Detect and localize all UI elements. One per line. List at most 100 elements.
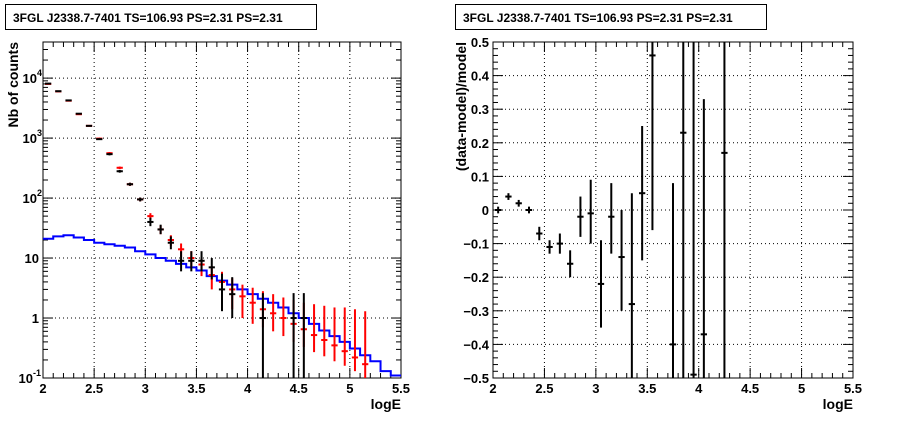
y-tick-label: 0.1 [471,169,489,184]
data-point-1-27 [321,305,328,357]
y-tick-label: 10 [23,71,37,86]
data-point-2-16 [208,258,215,280]
data-point-2-8 [126,182,134,186]
data-point-2-18 [229,277,236,319]
y-axis-title: (data-model)/model [453,42,469,171]
data-point-2-5 [96,138,103,141]
plot-frame [42,41,402,379]
data-point-0-17 [680,42,687,378]
y-tick-label: 0.4 [471,69,490,84]
x-tick-label: 3 [142,381,149,396]
data-point-2-11 [157,224,164,235]
data-point-0-20 [721,42,728,378]
data-point-1-23 [280,297,287,337]
y-tick-exponent: 4 [37,68,42,78]
x-axis-title: logE [371,396,401,412]
y-tick-label: 0.5 [471,35,489,50]
data-point-2-15 [198,251,205,272]
data-point-1-7 [116,166,123,170]
y-tick-label: 10 [23,131,37,146]
data-point-0-2 [515,199,522,207]
right-chart-title: 3FGL J2338.7-7401 TS=106.93 PS=2.31 PS=2… [455,4,767,30]
x-axis-title: logE [823,396,853,412]
data-point-1-29 [341,307,348,366]
data-point-2-20 [290,293,297,378]
y-tick-label: 10 [19,371,33,386]
right-plot-area: 2 2.5 3 3.5 4 4.5 5 5.5 −0.5 −0.4 −0.3 −0.2 −0.1 0 0.1… [453,35,862,412]
y-tick-exponent: 2 [37,188,42,198]
data-point-2-1 [55,90,62,93]
data-point-2-3 [75,112,82,115]
data-point-0-11 [608,183,615,254]
data-point-2-7 [116,169,123,173]
y-tick-label: 10 [25,251,39,266]
data-point-0-7 [567,250,574,278]
data-point-1-26 [310,304,318,353]
data-point-0-5 [546,240,553,254]
data-point-1-22 [270,294,277,332]
x-tick-label: 5 [798,381,805,396]
x-tick-label: 3 [592,381,599,396]
y-tick-label: −0.2 [463,270,489,285]
data-point-0-18 [690,42,697,378]
data-point-2-4 [85,124,93,127]
left-chart-title: 3FGL J2338.7-7401 TS=106.93 PS=2.31 PS=2… [5,4,317,30]
y-tick-label: 0 [482,203,489,218]
x-tick-label: 4 [244,381,252,396]
x-tick-label: 3.5 [638,381,656,396]
data-point-0-8 [577,196,584,237]
data-point-0-19 [700,99,707,378]
y-tick-exponent: 3 [37,128,42,138]
x-tick-label: 5.5 [844,381,862,396]
y-tick-label: −0.5 [463,371,489,386]
data-point-1-28 [331,307,338,362]
data-point-2-17 [218,273,226,312]
data-point-1-20 [249,287,256,324]
y-tick-label: −0.1 [463,237,489,252]
data-point-0-12 [618,210,625,311]
x-tick-label: 3.5 [187,381,205,396]
y-tick-label: 1 [32,311,39,326]
data-point-0-15 [649,42,656,231]
data-point-2-14 [188,251,195,272]
data-point-2-19 [259,293,267,378]
data-point-2-13 [177,251,185,272]
data-point-2-21 [300,293,307,378]
data-point-0-0 [495,206,502,214]
x-tick-label: 4 [695,381,703,396]
x-tick-label: 4.5 [741,381,759,396]
data-point-0-9 [587,179,594,244]
data-point-2-2 [65,99,72,102]
y-tick-label: 0.3 [471,102,489,117]
y-tick-exponent: -1 [33,368,41,378]
data-point-2-12 [167,236,174,250]
data-point-2-0 [45,82,52,85]
data-point-0-4 [536,226,543,241]
data-point-0-14 [639,126,646,261]
x-tick-label: 2 [489,381,496,396]
data-point-0-10 [597,240,605,328]
data-point-0-6 [556,233,563,254]
y-tick-label: −0.3 [463,304,489,319]
data-point-1-19 [239,284,246,319]
x-tick-label: 2 [39,381,46,396]
data-point-2-9 [137,197,144,202]
data-point-1-30 [351,309,359,372]
data-point-2-6 [106,152,113,156]
x-tick-label: 2.5 [535,381,553,396]
x-tick-label: 5.5 [392,381,410,396]
y-tick-label: 0.2 [471,136,489,151]
data-point-2-10 [147,217,154,227]
y-tick-label: 10 [23,191,37,206]
y-axis-title: Nb of counts [5,42,21,128]
x-tick-label: 4.5 [290,381,308,396]
data-point-0-3 [525,206,533,214]
data-point-0-13 [628,193,635,378]
data-point-0-16 [669,183,677,378]
data-point-0-1 [505,193,512,200]
x-tick-label: 2.5 [85,381,103,396]
y-tick-label: −0.4 [463,337,489,352]
data-point-1-31 [362,311,369,378]
